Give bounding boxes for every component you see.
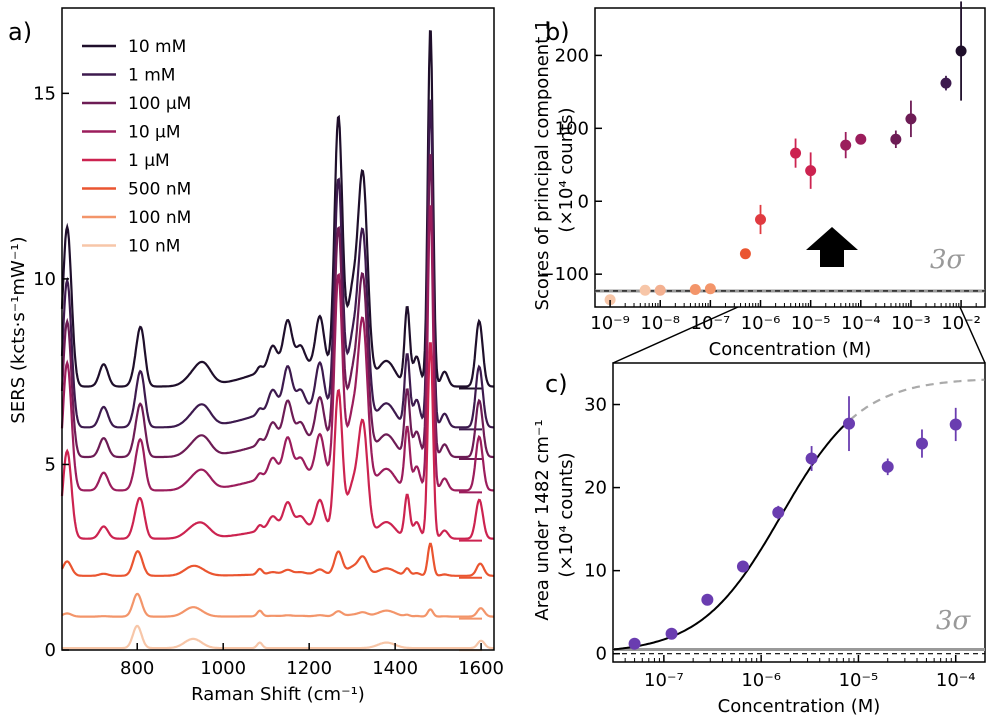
panel-c-ytick-label: 20 (584, 478, 607, 499)
panel-b-xtick-label: 10⁻⁵ (791, 313, 831, 334)
panel-c-xtick-label: 10⁻⁷ (644, 670, 684, 691)
panel-b-point (654, 284, 666, 296)
panel-b-ylabel2: (×10⁴ counts) (556, 107, 577, 232)
panel-b-point (704, 283, 716, 295)
spectrum-line-4 (60, 342, 494, 540)
panel-b-point (604, 294, 616, 306)
panel-a-xtick-label: 1600 (458, 658, 504, 679)
panel-a-ylabel: SERS (kcts·s⁻¹mW⁻¹) (8, 236, 29, 423)
panel-b-point (890, 133, 902, 145)
legend-label-2: 100 μM (128, 94, 191, 114)
panel-c-point (736, 560, 749, 573)
panel-b-xtick-label: 10⁻⁷ (691, 313, 731, 334)
spectrum-line-3 (60, 205, 494, 492)
panel-b-point (955, 45, 967, 57)
panel-c-point (701, 593, 714, 606)
spectrum-line-5 (61, 542, 494, 577)
panel-c-ytick-label: 0 (596, 644, 607, 665)
zoom-line-right (959, 306, 986, 364)
panel-c-point (881, 460, 894, 473)
panel-c-label: c) (545, 370, 568, 398)
legend-label-0: 10 mM (128, 37, 186, 57)
panel-b-point (790, 147, 802, 159)
panel-b-point (905, 113, 917, 125)
panel-b-sigma-label: 3σ (930, 245, 966, 275)
spectrum-line-6 (61, 592, 494, 618)
panel-c-point (772, 506, 785, 519)
panel-c-frame (612, 362, 986, 663)
spectrum-line-2 (60, 154, 494, 459)
panel-b-xtick-label: 10⁻⁴ (841, 313, 881, 334)
panel-b-point (755, 213, 767, 225)
panel-b-point (689, 283, 701, 295)
panel-c: c) 10⁻⁷ 10⁻⁶ 10⁻⁵ 10⁻⁴ 0 10 20 30 3σ Concentrat… (532, 362, 986, 717)
panel-c-xtick-label: 10⁻⁴ (936, 670, 976, 691)
panel-c-ylabel2: (×10⁴ counts) (556, 452, 577, 577)
panel-c-point (805, 452, 818, 465)
panel-b-point (805, 165, 817, 177)
panel-b-ylabel: Scores of principal component 1 (532, 20, 553, 311)
panel-b-xtick-label: 10⁻² (941, 313, 981, 334)
panel-c-xtick-label: 10⁻⁵ (839, 670, 879, 691)
panel-a-xtick-label: 800 (120, 658, 154, 679)
panel-a-ytick-label: 15 (33, 83, 56, 104)
panel-c-point (949, 418, 962, 431)
panel-a-ytick-label: 10 (33, 269, 56, 290)
panel-b: b) 10⁻⁹ 10⁻⁸ 10⁻⁷ 10⁻⁶ 10⁻⁵ 10⁻⁴ 10⁻³ 10⁻² −100 0… (532, 1, 986, 360)
legend-label-5: 500 nM (128, 180, 191, 200)
panel-c-point (665, 627, 678, 640)
panel-a-xlabel: Raman Shift (cm⁻¹) (191, 684, 365, 705)
legend-label-6: 100 nM (128, 208, 191, 228)
panel-b-xtick-label: 10⁻⁶ (741, 313, 781, 334)
panel-b-point (855, 133, 867, 145)
panel-a-label: a) (8, 18, 32, 46)
black-arrow-icon (806, 227, 858, 267)
panel-c-point (843, 417, 856, 430)
spectrum-line-1 (60, 99, 494, 429)
panel-b-point (639, 284, 651, 296)
legend-label-3: 10 μM (128, 123, 181, 143)
panel-b-point (940, 77, 952, 89)
panel-c-xtick-label: 10⁻⁶ (741, 670, 781, 691)
legend-label-4: 1 μM (128, 151, 170, 171)
panel-b-point (840, 139, 852, 151)
spectrum-line-7 (62, 624, 494, 650)
panel-c-sigma-label: 3σ (936, 606, 972, 636)
panel-c-fit-extrapolation (849, 378, 985, 421)
panel-b-point (739, 248, 751, 260)
panel-b-ytick-label: 200 (555, 45, 589, 66)
panel-a-ytick-label: 5 (45, 454, 56, 475)
panel-a-frame (61, 7, 495, 651)
panel-b-frame (594, 7, 986, 308)
spectrum-line-0 (60, 30, 494, 388)
panel-c-ytick-label: 30 (584, 395, 607, 416)
legend-label-7: 10 nM (128, 237, 180, 257)
panel-c-ylabel: Area under 1482 cm⁻¹ (532, 419, 553, 620)
panel-a: a) 800 1000 1200 1400 1600 0 5 10 15 10 mM 1 mM 10… (8, 7, 504, 705)
panel-b-xlabel: Concentration (M) (709, 339, 872, 360)
panel-c-ytick-label: 10 (584, 561, 607, 582)
panel-b-ytick-label: −100 (540, 264, 589, 285)
panel-c-point (628, 637, 641, 650)
zoom-line-left (612, 306, 739, 364)
panel-b-label: b) (545, 18, 570, 46)
panel-c-point (915, 437, 928, 450)
panel-c-xlabel: Concentration (M) (718, 696, 881, 717)
panel-a-xtick-label: 1400 (372, 658, 418, 679)
panel-b-xtick-label: 10⁻³ (891, 313, 931, 334)
panel-b-ytick-label: 0 (578, 191, 589, 212)
legend-label-1: 1 mM (128, 66, 175, 86)
panel-c-fit-curve (612, 420, 850, 651)
panel-b-ytick-label: 100 (555, 118, 589, 139)
panel-b-xtick-label: 10⁻⁸ (640, 313, 680, 334)
panel-b-xtick-label: 10⁻⁹ (590, 313, 630, 334)
panel-a-xtick-label: 1000 (200, 658, 246, 679)
panel-a-ytick-label: 0 (45, 640, 56, 661)
panel-a-xtick-label: 1200 (286, 658, 332, 679)
